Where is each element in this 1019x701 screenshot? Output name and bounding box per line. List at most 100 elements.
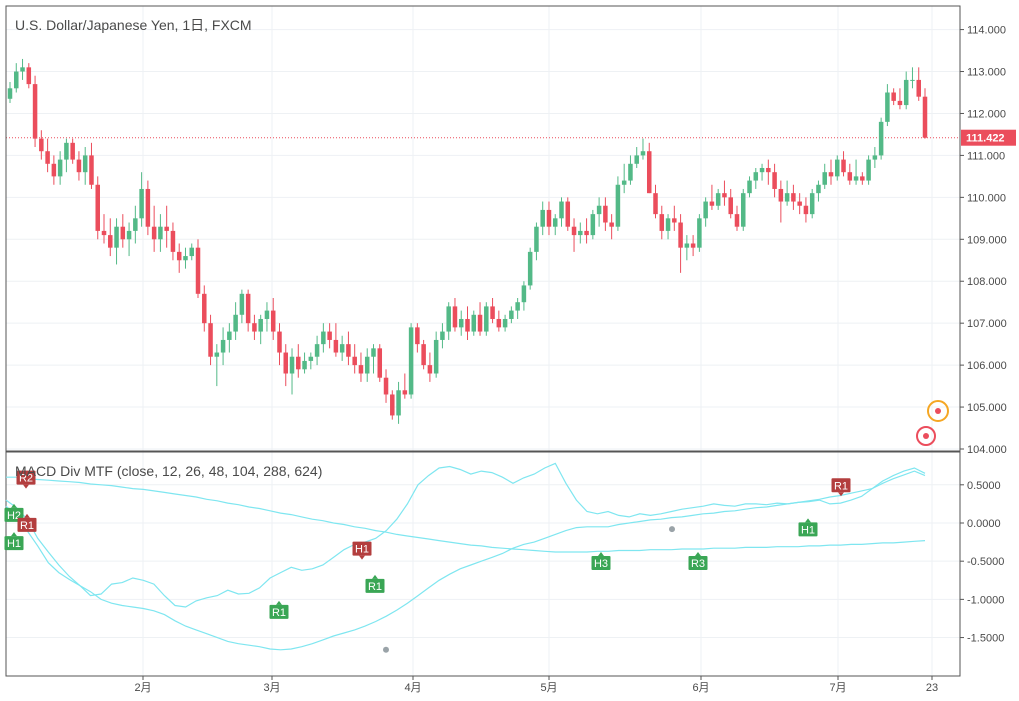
signal-box xyxy=(352,541,372,556)
candle-body xyxy=(534,226,539,252)
candle xyxy=(897,88,903,110)
candle-body xyxy=(51,163,57,177)
grid xyxy=(6,6,960,676)
candle xyxy=(653,184,658,219)
candle xyxy=(64,138,69,173)
candle xyxy=(415,323,420,353)
candle xyxy=(603,197,608,231)
candle-body xyxy=(540,209,545,227)
macd-pane-frame xyxy=(5,451,961,677)
candle xyxy=(646,142,652,194)
candle-body xyxy=(76,159,82,173)
signal-pointer xyxy=(359,555,365,560)
candle-body xyxy=(214,352,220,357)
candle xyxy=(145,180,151,236)
macd-series-line xyxy=(5,462,926,608)
candle xyxy=(164,205,169,248)
candle-body xyxy=(195,247,201,294)
y-tick-label: 114.000 xyxy=(967,25,1006,37)
candle-body xyxy=(484,306,489,332)
candle xyxy=(7,82,13,103)
candle-body xyxy=(358,365,364,374)
signal-flag: R2 xyxy=(16,470,36,489)
signal-label: R1 xyxy=(20,520,34,532)
candle-body xyxy=(653,193,658,215)
y-tick-label: 110.000 xyxy=(967,192,1006,204)
candle-body xyxy=(659,214,665,231)
candle-body xyxy=(753,172,759,181)
candle-body xyxy=(383,377,389,395)
candle-body xyxy=(552,218,558,227)
signal-box xyxy=(17,517,37,532)
macd-lines xyxy=(5,462,926,653)
signal-pointer xyxy=(598,552,604,557)
candle-body xyxy=(32,84,38,139)
candle-body xyxy=(759,167,765,173)
candle-body xyxy=(609,222,614,227)
signal-label: R1 xyxy=(834,480,848,492)
signal-label: R3 xyxy=(691,558,705,570)
candle-body xyxy=(640,151,646,156)
candle xyxy=(433,331,439,378)
candle xyxy=(484,302,489,336)
candle-body xyxy=(20,67,25,72)
signal-box xyxy=(4,536,24,551)
candle-body xyxy=(615,184,621,227)
candle xyxy=(32,75,38,148)
candle-body xyxy=(916,79,921,97)
candle-body xyxy=(709,201,715,206)
candle xyxy=(82,147,88,185)
candle xyxy=(76,151,82,181)
candle-body xyxy=(590,214,596,236)
candle-body xyxy=(14,71,19,89)
candle-body xyxy=(183,256,188,261)
candle xyxy=(565,197,571,231)
candle-body xyxy=(496,318,502,328)
candle-body xyxy=(258,318,263,332)
candle xyxy=(352,344,357,374)
candle-body xyxy=(327,331,332,340)
candle-body xyxy=(289,356,295,374)
candle-body xyxy=(145,188,151,227)
candle xyxy=(891,88,896,106)
candle xyxy=(208,314,213,366)
candle xyxy=(778,180,784,223)
candle xyxy=(866,155,871,185)
time-axis[interactable]: 2月 3月 4月 5月 6月 7月 23 xyxy=(134,676,938,694)
candle xyxy=(214,344,220,387)
candle-body xyxy=(227,331,232,340)
signal-flag: H3 xyxy=(591,552,611,571)
candle xyxy=(440,323,445,349)
price-axis[interactable]: 114.000 113.000 112.000 111.000 110.000 109.0… xyxy=(960,25,1007,456)
candle xyxy=(70,138,75,164)
candle-body xyxy=(252,323,257,332)
candle xyxy=(502,314,508,332)
candle xyxy=(910,67,915,89)
candle xyxy=(803,197,809,223)
candle xyxy=(471,310,477,336)
candle-body xyxy=(922,96,928,138)
candle-body xyxy=(866,159,871,181)
last-price-tag-label: 111.422 xyxy=(966,133,1005,145)
candle xyxy=(101,214,107,244)
candle-body xyxy=(853,176,859,181)
candle-body xyxy=(847,172,853,181)
candle xyxy=(408,323,414,399)
candle-body xyxy=(784,193,790,202)
candle xyxy=(371,344,376,374)
candle-body xyxy=(421,344,426,366)
signal-flag: R1 xyxy=(17,513,37,532)
signal-pointer xyxy=(276,600,282,605)
candle xyxy=(377,344,383,382)
candle xyxy=(227,323,232,353)
chart-title: U.S. Dollar/Japanese Yen, 1日, FXCM xyxy=(15,17,252,33)
candle xyxy=(628,155,633,185)
macd-axis[interactable]: 0.5000 0.0000 -0.5000 -1.0000 -1.5000 xyxy=(960,480,1004,645)
candle xyxy=(270,298,276,340)
candle-body xyxy=(559,201,564,219)
candle-body xyxy=(452,306,458,328)
candle-body xyxy=(390,394,395,416)
alert-icons[interactable] xyxy=(916,400,949,446)
candle xyxy=(828,159,834,185)
